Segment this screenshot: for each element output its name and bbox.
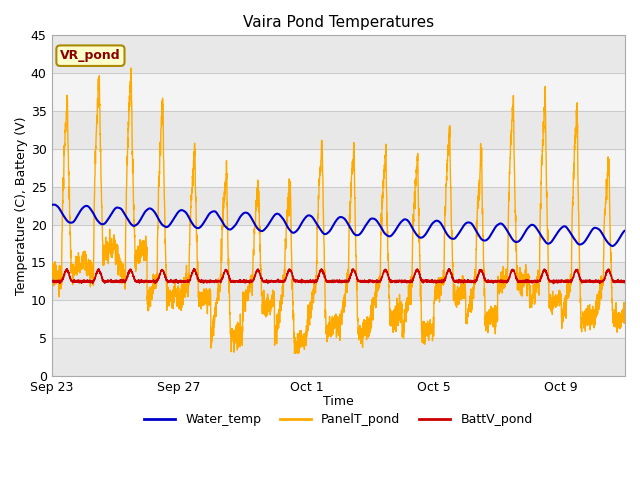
Bar [51, 149, 625, 187]
Bar [51, 187, 625, 225]
Y-axis label: Temperature (C), Battery (V): Temperature (C), Battery (V) [15, 116, 28, 295]
Bar [51, 338, 625, 376]
Legend: Water_temp, PanelT_pond, BattV_pond: Water_temp, PanelT_pond, BattV_pond [139, 408, 538, 431]
X-axis label: Time: Time [323, 395, 354, 408]
Bar [51, 73, 625, 111]
Bar [51, 36, 625, 73]
Text: VR_pond: VR_pond [60, 49, 121, 62]
Bar [51, 263, 625, 300]
Title: Vaira Pond Temperatures: Vaira Pond Temperatures [243, 15, 434, 30]
Bar [51, 300, 625, 338]
Bar [51, 225, 625, 263]
Bar [51, 111, 625, 149]
